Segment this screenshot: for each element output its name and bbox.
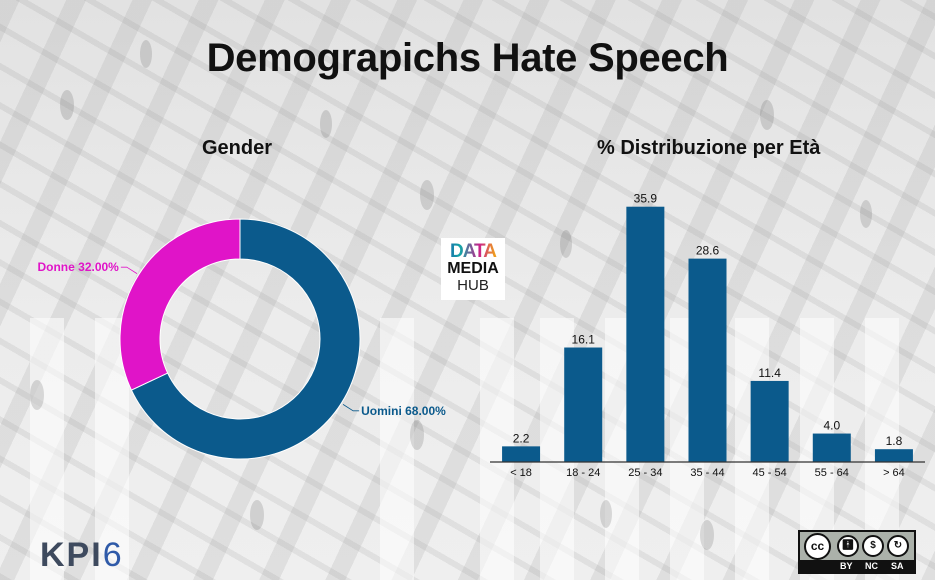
cc-icon: cc [804,533,831,560]
bar-2 [626,206,665,462]
kpi6-logo-six: 6 [102,536,124,574]
pedestrian [250,500,264,530]
donut-slice-donne [119,218,241,391]
pedestrian [140,40,152,68]
pedestrian [420,180,434,210]
cc-label-sa: SA [891,561,904,571]
bar-6 [874,449,913,462]
x-tick-label: 55 - 64 [815,467,849,479]
bar-value-label: 2.2 [513,431,530,445]
x-tick-label: 35 - 44 [690,467,724,479]
bar-value-label: 1.8 [886,434,903,448]
bar-1 [564,347,603,462]
x-tick-label: 18 - 24 [566,467,600,479]
pedestrian [760,100,774,130]
cc-license-icons: cc 🚹︎ $ ↻ [800,532,914,560]
donut-label-donne: Donne 32.00% [37,260,119,274]
cc-sa-share-icon: ↻ [887,535,909,557]
datamediahub-logo-data: DATA [441,242,505,261]
bar-0 [502,446,541,462]
bar-value-label: 16.1 [572,333,596,347]
kpi6-logo: KPI6 [40,536,124,575]
donut-slice-uomini [130,218,361,460]
gender-chart-title: Gender [202,137,273,159]
x-tick-label: 45 - 54 [753,467,787,479]
cc-by-person-icon: 🚹︎ [837,535,859,557]
datamediahub-logo-media: MEDIA [447,260,499,277]
cc-license-badge: cc 🚹︎ $ ↻ BY NC SA [798,530,916,574]
bar-3 [688,258,727,462]
pedestrian [860,200,872,228]
bar-5 [812,433,851,462]
gender-donut-chart: Uomini 68.00% Donne 32.00% [37,218,446,460]
crosswalk-stripe [30,318,64,580]
donut-leader-line [120,266,138,274]
bar-value-label: 11.4 [758,366,781,380]
pedestrian [30,380,44,410]
x-tick-label: 25 - 34 [628,467,662,479]
crosswalk-stripe [380,318,414,580]
bar-4 [750,380,789,462]
pedestrian [560,230,572,258]
pedestrian [60,90,74,120]
pedestrian [600,500,612,528]
age-chart-title: % Distribuzione per Età [597,137,821,159]
bar-value-label: 35.9 [634,192,658,206]
cc-label-nc: NC [865,561,878,571]
bar-value-label: 28.6 [696,244,720,258]
pedestrian [410,420,424,450]
donut-label-uomini: Uomini 68.00% [361,404,446,418]
x-tick-label: < 18 [510,467,532,479]
pedestrian [320,110,332,138]
kpi6-logo-text: KPI [40,536,103,574]
bar-value-label: 4.0 [823,419,840,433]
page-title: Demograpichs Hate Speech [206,36,729,80]
cc-label-by: BY [840,561,853,571]
donut-leader-line [342,404,360,412]
datamediahub-logo: DATA MEDIA HUB [441,238,505,300]
pedestrian [700,520,714,550]
cc-nc-dollar-icon: $ [862,535,884,557]
age-bar-chart: 2.2 < 18 16.1 18 - 24 35.9 25 - 34 28.6 35 - 44… [490,192,925,479]
datamediahub-logo-hub: HUB [457,277,489,294]
x-tick-label: > 64 [883,467,905,479]
